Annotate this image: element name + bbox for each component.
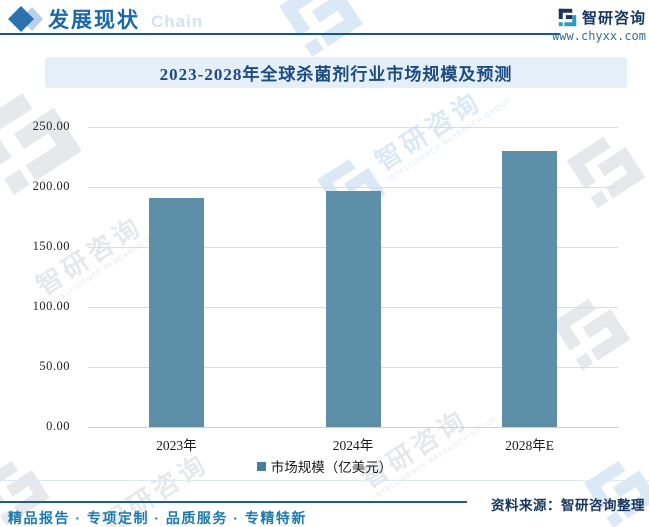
y-axis: 250.00 200.00 150.00 100.00 50.00 0.00 — [0, 119, 80, 433]
header-rule — [0, 33, 560, 35]
website-link[interactable]: www.chyxx.com — [552, 29, 646, 43]
bar-slot — [441, 127, 618, 427]
gridline — [88, 427, 618, 428]
bar-series — [88, 127, 618, 427]
y-tick-label: 0.00 — [46, 419, 70, 433]
section-diamond-icon — [7, 5, 47, 38]
y-tick-label: 150.00 — [32, 239, 70, 253]
y-tick-label: 200.00 — [32, 179, 70, 193]
footer-tagline: 精品报告 · 专项定制 · 品质服务 · 专精特新 — [8, 510, 307, 526]
x-axis-label: 2023年 — [156, 438, 197, 453]
chart-title-banner: 2023-2028年全球杀菌剂行业市场规模及预测 — [45, 57, 627, 88]
chart-bottom-separator — [0, 480, 649, 481]
x-axis-label: 2024年 — [332, 438, 374, 453]
y-tick-label: 100.00 — [32, 299, 70, 313]
gridline — [88, 127, 618, 128]
diamond-icon — [8, 6, 43, 32]
y-tick-label: 50.00 — [39, 359, 70, 373]
bar-slot — [88, 127, 265, 427]
footer-rule — [0, 501, 467, 503]
chart-title: 2023-2028年全球杀菌剂行业市场规模及预测 — [159, 65, 513, 84]
bar — [325, 190, 381, 427]
brand-logo-icon — [558, 8, 577, 27]
x-axis-labels: 2023年 2024年 2028年E — [88, 434, 618, 454]
brand-block[interactable]: 智研咨询 — [558, 7, 646, 28]
bar — [148, 197, 204, 427]
source-label: 资料来源：智研咨询整理 — [491, 498, 645, 513]
page-title: 发展现状 — [48, 8, 140, 32]
x-axis-label: 2028年E — [505, 438, 555, 453]
bar-slot — [265, 127, 442, 427]
legend-label: 市场规模（亿美元） — [270, 460, 393, 475]
ghost-text: Chain — [151, 12, 204, 31]
brand-name: 智研咨询 — [581, 11, 646, 27]
bar — [502, 151, 558, 427]
legend-swatch-icon — [256, 461, 266, 471]
legend: 市场规模（亿美元） — [0, 456, 649, 476]
y-tick-label: 250.00 — [32, 119, 70, 133]
